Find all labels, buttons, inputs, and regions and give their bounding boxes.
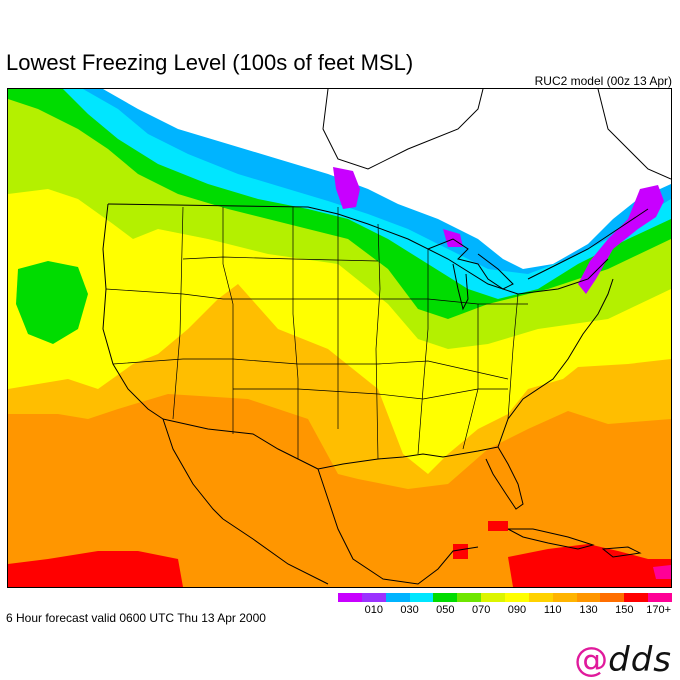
east-coast	[497, 278, 614, 448]
florida-peninsula	[485, 446, 524, 510]
legend-swatch	[648, 593, 673, 602]
legend-label: 110	[543, 604, 562, 616]
forecast-valid-label: 6 Hour forecast valid 0600 UTC Thu 13 Ap…	[6, 611, 266, 625]
adds-logo: @dds	[574, 640, 672, 680]
legend-swatch	[528, 593, 553, 602]
legend-swatch	[481, 593, 506, 602]
band-170-area-pacific	[8, 551, 183, 587]
labrador-coast	[597, 89, 671, 180]
legend-label: 010	[364, 604, 383, 616]
coastlines	[102, 89, 671, 585]
legend-swatch	[576, 593, 601, 602]
freezing-level-map	[7, 88, 672, 588]
mexico-west-coast	[222, 518, 329, 585]
hispaniola	[601, 546, 642, 558]
legend-swatch	[600, 593, 625, 602]
state-line-7	[112, 358, 509, 380]
page-title: Lowest Freezing Level (100s of feet MSL)	[6, 50, 414, 75]
state-line-8	[182, 256, 379, 262]
state-line-3	[292, 207, 299, 459]
state-line-11	[462, 304, 479, 450]
baja-peninsula	[162, 418, 224, 520]
band-010-patch-hudson	[333, 167, 360, 209]
legend-swatch	[624, 593, 649, 602]
legend-swatch	[409, 593, 434, 602]
great-lakes	[427, 238, 514, 290]
legend-label: 030	[400, 604, 419, 616]
model-run-label: RUC2 model (00z 13 Apr)	[534, 74, 672, 88]
state-borders	[105, 206, 528, 460]
hudson-bay	[322, 89, 484, 170]
band-070-west-blob	[16, 261, 88, 344]
legend-swatch	[433, 593, 458, 602]
state-line-2	[222, 207, 234, 434]
legend-swatches	[338, 593, 673, 602]
logo-at-symbol: @	[574, 640, 609, 680]
map-canvas	[8, 89, 671, 587]
legend-swatch	[385, 593, 410, 602]
legend-swatch	[552, 593, 577, 602]
cuba	[507, 528, 595, 550]
legend-label: 170+	[646, 604, 672, 616]
lake-michigan	[452, 263, 469, 311]
state-line-9	[233, 388, 508, 400]
mexico-border	[162, 418, 319, 470]
mexico-east-coast	[317, 468, 479, 585]
us-canada-border	[107, 203, 609, 295]
st-lawrence	[527, 208, 649, 280]
legend-label: 090	[507, 604, 527, 616]
legend-label: 130	[579, 604, 598, 616]
legend-swatch	[361, 593, 386, 602]
band-170plus-area	[653, 565, 671, 579]
color-legend: 010 030 050 070 090 110 130 150 170+	[338, 593, 673, 618]
state-line-4	[375, 223, 381, 460]
state-line-12	[507, 293, 519, 420]
legend-labels: 010 030 050 070 090 110 130 150 170+	[338, 604, 672, 618]
state-line-5	[417, 249, 429, 455]
legend-label: 050	[436, 604, 455, 616]
below-range-area	[103, 89, 671, 269]
legend-swatch	[505, 593, 529, 602]
gulf-coast	[317, 446, 499, 470]
legend-swatch	[338, 593, 362, 602]
band-170-area-yucatan	[453, 544, 468, 559]
legend-label: 070	[471, 604, 491, 616]
us-west-coast	[102, 203, 164, 420]
legend-swatch	[457, 593, 482, 602]
legend-label: 150	[615, 604, 634, 616]
state-line-6	[105, 288, 528, 305]
state-line-1	[172, 206, 184, 420]
band-170-area-gulf	[488, 521, 508, 531]
logo-text: dds	[608, 640, 672, 680]
